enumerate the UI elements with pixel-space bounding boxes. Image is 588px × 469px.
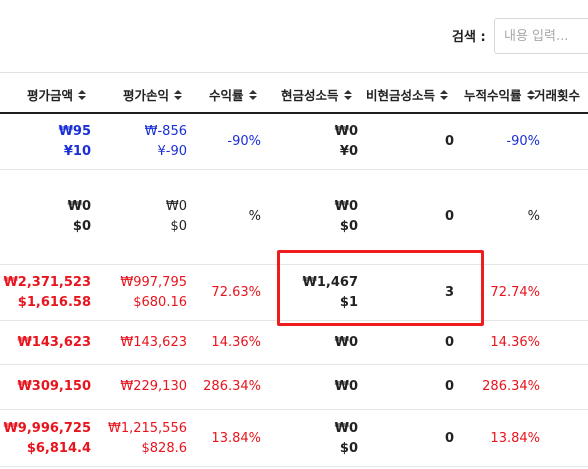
cash-income-cell: ₩1,467 $1 — [302, 275, 358, 310]
eval-amount-cell: ₩0 $0 — [67, 199, 91, 234]
search-label: 검색 : — [452, 30, 486, 45]
eval-pl-cell: ₩997,795 $680.16 — [120, 275, 187, 310]
eval-pl-cell: ₩1,215,556 $828.6 — [107, 421, 187, 456]
holdings-table: 평가금액 평가손익 수익률 현금성소득 비현금성소득 누적수익률 거래횟수 — [0, 72, 588, 467]
table-header: 평가금액 평가손익 수익률 현금성소득 비현금성소득 누적수익률 거래횟수 — [0, 72, 588, 114]
noncash-income-cell: 0 — [444, 209, 454, 224]
return-rate-cell: 13.84% — [211, 431, 261, 446]
sort-icon — [248, 89, 257, 100]
eval-amount-cell: ₩309,150 — [17, 379, 91, 394]
eval-amount-cell: ₩2,371,523 $1,616.58 — [3, 275, 91, 310]
column-header-trade-count[interactable]: 거래횟수 — [534, 88, 581, 103]
table-row: ₩309,150 ₩229,130 286.34% ₩0 0 286.34% — [0, 365, 588, 410]
cum-return-cell: 72.74% — [490, 285, 540, 300]
cash-income-cell: ₩0 — [334, 335, 358, 350]
eval-pl-cell: ₩229,130 — [120, 379, 187, 394]
return-rate-cell: 14.36% — [211, 335, 261, 350]
table-row: ₩9,996,725 $6,814.4 ₩1,215,556 $828.6 13.8… — [0, 410, 588, 467]
sort-icon — [174, 89, 183, 100]
sort-icon — [343, 89, 352, 100]
search-bar: 검색 : — [452, 18, 588, 54]
eval-pl-cell: ₩-856 ¥-90 — [144, 124, 187, 159]
return-rate-cell: 72.63% — [211, 285, 261, 300]
eval-amount-cell: ₩143,623 — [17, 335, 91, 350]
noncash-income-cell: 3 — [444, 285, 454, 300]
cum-return-cell: % — [527, 209, 540, 224]
sort-icon — [526, 89, 535, 100]
cash-income-cell: ₩0 ¥0 — [334, 124, 358, 159]
return-rate-cell: -90% — [227, 134, 261, 149]
column-header-noncash-income[interactable]: 비현금성소득 — [366, 85, 449, 104]
cum-return-cell: 286.34% — [482, 379, 540, 394]
column-header-eval-pl[interactable]: 평가손익 — [123, 85, 183, 104]
noncash-income-cell: 0 — [444, 335, 454, 350]
highlight-box — [277, 250, 484, 326]
return-rate-cell: % — [248, 209, 261, 224]
column-header-cash-income[interactable]: 현금성소득 — [281, 85, 352, 104]
cum-return-cell: -90% — [506, 134, 540, 149]
table-row: ₩2,371,523 $1,616.58 ₩997,795 $680.16 72.6… — [0, 265, 588, 321]
table-row: ₩143,623 ₩143,623 14.36% ₩0 0 14.36% — [0, 321, 588, 365]
search-input[interactable] — [494, 18, 588, 54]
eval-amount-cell: ₩95 ¥10 — [58, 124, 91, 159]
eval-amount-cell: ₩9,996,725 $6,814.4 — [3, 421, 91, 456]
sort-icon — [78, 89, 87, 100]
cum-return-cell: 14.36% — [490, 335, 540, 350]
cash-income-cell: ₩0 $0 — [334, 199, 358, 234]
eval-pl-cell: ₩0 $0 — [165, 199, 187, 234]
cash-income-cell: ₩0 $0 — [334, 421, 358, 456]
eval-pl-cell: ₩143,623 — [120, 335, 187, 350]
noncash-income-cell: 0 — [444, 134, 454, 149]
table-row: ₩95 ¥10 ₩-856 ¥-90 -90% ₩0 ¥0 0 -90% — [0, 114, 588, 170]
noncash-income-cell: 0 — [444, 379, 454, 394]
column-header-eval-amount[interactable]: 평가금액 — [27, 85, 87, 104]
noncash-income-cell: 0 — [444, 431, 454, 446]
column-header-cum-return[interactable]: 누적수익률 — [464, 85, 535, 104]
column-header-return-rate[interactable]: 수익률 — [209, 85, 257, 104]
cum-return-cell: 13.84% — [490, 431, 540, 446]
sort-icon — [440, 89, 449, 100]
table-row: ₩0 $0 ₩0 $0 % ₩0 $0 0 % — [0, 170, 588, 265]
cash-income-cell: ₩0 — [334, 379, 358, 394]
return-rate-cell: 286.34% — [203, 379, 261, 394]
